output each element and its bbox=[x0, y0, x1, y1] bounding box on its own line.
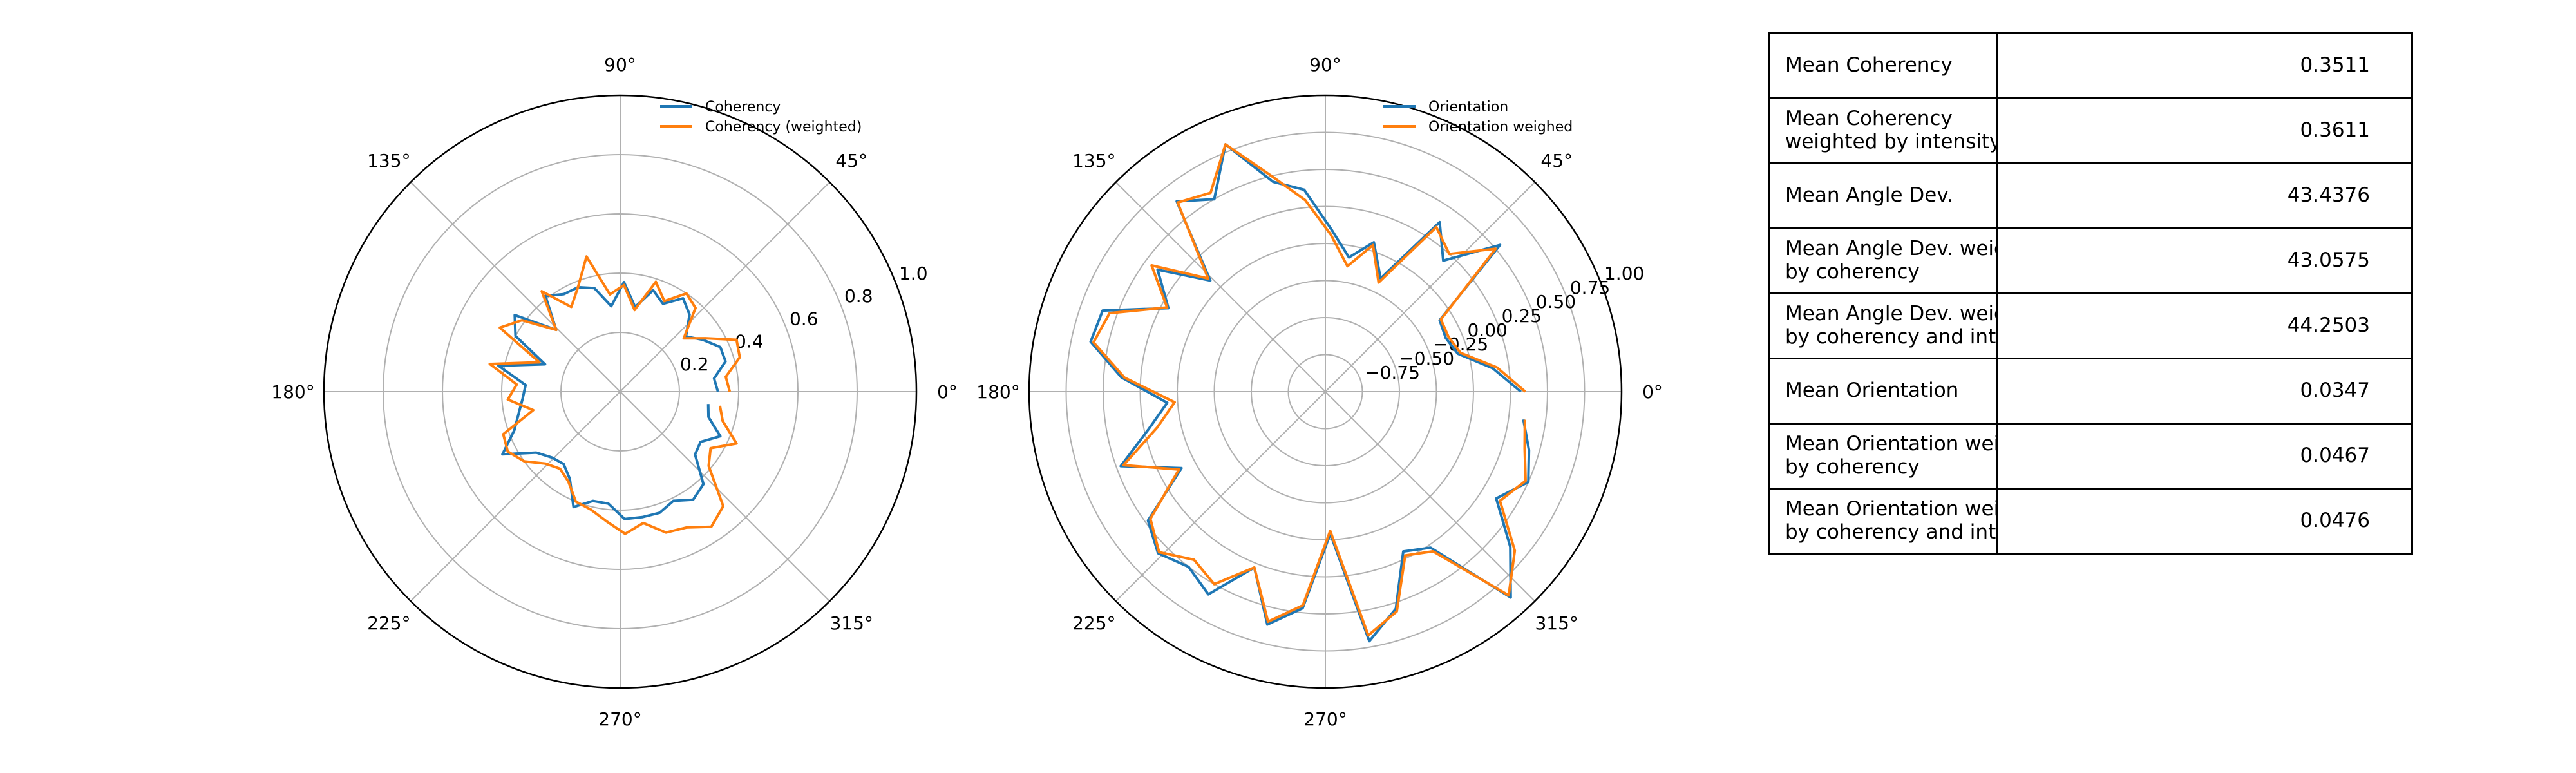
radial-tick-label: −0.50 bbox=[1399, 348, 1454, 369]
theta-tick-label: 270° bbox=[598, 709, 641, 730]
radial-tick-label: 0.2 bbox=[680, 354, 709, 375]
theta-tick-label: 315° bbox=[829, 613, 873, 634]
theta-tick-label: 180° bbox=[976, 381, 1019, 403]
table-cell-label: Mean Angle Dev. weighted by coherency an… bbox=[1768, 292, 1998, 359]
table-cell-value: 43.4376 bbox=[1996, 162, 2413, 229]
legend-label: Orientation weighed bbox=[1428, 119, 1573, 135]
legend-label: Coherency bbox=[705, 99, 781, 115]
angular-grid-line bbox=[1325, 391, 1535, 602]
table-row: Mean Coherency 0.3511 bbox=[1768, 32, 2413, 99]
radial-tick-label: 0.4 bbox=[735, 331, 764, 352]
theta-tick-label: 225° bbox=[367, 613, 410, 634]
legend-label: Orientation bbox=[1428, 99, 1508, 115]
table-row: Mean Angle Dev. weighted by coherency an… bbox=[1768, 292, 2413, 359]
radial-tick-label: 1.0 bbox=[899, 263, 928, 284]
table-cell-value: 0.3511 bbox=[1996, 32, 2413, 99]
table-row: Mean Angle Dev. weighted by coherency43.… bbox=[1768, 227, 2413, 294]
theta-tick-label: 180° bbox=[271, 381, 314, 403]
coherency-polar-chart: 0° 45° 90° 135° 180° 225° 270° 315° 0.2 0.4 0.6 0.8… bbox=[271, 54, 958, 730]
table-cell-label: Mean Angle Dev. bbox=[1768, 162, 1998, 229]
theta-tick-label: 90° bbox=[1309, 54, 1341, 75]
radial-tick-label: 0.25 bbox=[1502, 305, 1542, 327]
theta-tick-label: 45° bbox=[1540, 150, 1573, 171]
theta-tick-label: 0° bbox=[1642, 381, 1663, 403]
radial-tick-label: 0.50 bbox=[1536, 291, 1576, 312]
theta-tick-label: 0° bbox=[937, 381, 958, 403]
table-cell-label: Mean Coherency bbox=[1768, 32, 1998, 99]
angular-grid-line bbox=[410, 182, 621, 392]
table-cell-label: Mean Angle Dev. weighted by coherency bbox=[1768, 227, 1998, 294]
table-cell-value: 0.0476 bbox=[1996, 488, 2413, 555]
table-row: Mean Orientation 0.0347 bbox=[1768, 358, 2413, 425]
angular-grid-line bbox=[620, 182, 830, 392]
series-line-orientation-weighed bbox=[1092, 143, 1527, 637]
theta-tick-label: 135° bbox=[1072, 150, 1115, 171]
theta-tick-label: 135° bbox=[367, 150, 410, 171]
angular-grid-line bbox=[410, 391, 621, 602]
orientation-polar-chart: 0°45°90°135°180°225°270°315°−0.75−0.50−0… bbox=[976, 54, 1663, 730]
table-row: Mean Orientation weighted by coherency a… bbox=[1768, 488, 2413, 555]
table-cell-label: Mean Orientation weighted by coherency bbox=[1768, 423, 1998, 490]
series-line-coherency bbox=[497, 280, 727, 520]
table-cell-value: 0.0347 bbox=[1996, 358, 2413, 425]
angular-grid-line bbox=[1115, 391, 1326, 602]
table-row: Mean Orientation weighted by coherency0.… bbox=[1768, 423, 2413, 490]
table-cell-label: Mean Coherency weighted by intensity bbox=[1768, 97, 1998, 164]
theta-tick-label: 45° bbox=[835, 150, 867, 171]
legend-label: Coherency (weighted) bbox=[705, 119, 862, 135]
theta-tick-label: 315° bbox=[1535, 613, 1578, 634]
table-row: Mean Angle Dev. 43.4376 bbox=[1768, 162, 2413, 229]
table-cell-value: 43.0575 bbox=[1996, 227, 2413, 294]
theta-tick-label: 225° bbox=[1072, 613, 1115, 634]
table-cell-label: Mean Orientation bbox=[1768, 358, 1998, 425]
statistics-table: Mean Coherency 0.3511 Mean Coherency weigh… bbox=[1768, 32, 2413, 555]
polar-spine bbox=[1028, 94, 1623, 689]
table-cell-value: 0.0467 bbox=[1996, 423, 2413, 490]
radial-tick-label: −0.75 bbox=[1365, 362, 1420, 383]
series-line-coherency-weighted bbox=[488, 255, 741, 535]
series-line-orientation bbox=[1089, 143, 1531, 643]
theta-tick-label: 270° bbox=[1303, 709, 1347, 730]
radial-tick-label: 0.75 bbox=[1570, 277, 1610, 298]
radial-tick-label: 0.8 bbox=[844, 285, 873, 307]
angular-grid-line bbox=[1115, 182, 1326, 392]
radial-tick-label: 1.00 bbox=[1604, 263, 1644, 284]
theta-tick-label: 90° bbox=[604, 54, 636, 75]
table-cell-value: 0.3611 bbox=[1996, 97, 2413, 164]
table-cell-value: 44.2503 bbox=[1996, 292, 2413, 359]
angular-grid-line bbox=[1325, 182, 1535, 392]
polar-spine bbox=[323, 94, 918, 689]
radial-tick-label: 0.6 bbox=[790, 308, 819, 329]
table-row: Mean Coherency weighted by intensity 0.36… bbox=[1768, 97, 2413, 164]
table-cell-label: Mean Orientation weighted by coherency a… bbox=[1768, 488, 1998, 555]
angular-grid-line bbox=[620, 391, 830, 602]
radial-tick-label: 0.00 bbox=[1467, 320, 1507, 341]
